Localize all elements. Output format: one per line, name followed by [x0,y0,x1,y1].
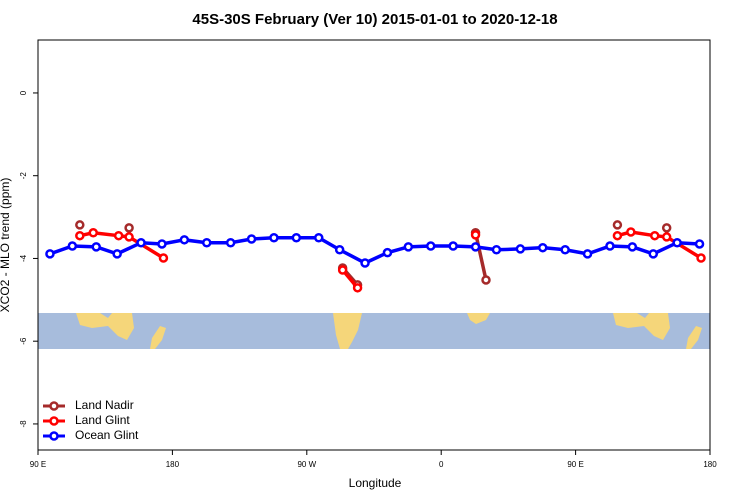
point-marker [45,249,55,259]
point-marker [124,232,134,242]
point-marker [626,227,636,237]
point-marker [491,245,502,255]
point-marker [136,237,146,248]
point-marker [560,245,570,255]
x-tick-label: 90 E [30,460,46,469]
legend-label: Land Nadir [75,398,134,412]
point-marker [515,244,526,254]
point-marker [612,220,623,230]
point-marker [352,283,363,293]
point-marker [201,237,212,248]
point-marker [113,230,124,241]
point-marker [67,241,78,251]
point-marker [582,249,593,259]
x-tick-label: 90 W [297,460,316,469]
point-marker [337,265,348,275]
point-marker [313,233,324,243]
x-tick-label: 90 E [567,460,583,469]
point-marker [470,230,481,240]
point-marker [661,232,672,242]
point-marker [75,220,85,230]
point-marker [112,249,122,259]
plot-frame [37,39,711,451]
point-marker [612,230,623,241]
x-tick-label: 180 [166,460,180,469]
chart-title: 45S-30S February (Ver 10) 2015-01-01 to … [192,11,557,28]
point-marker [334,245,345,255]
point-marker [157,239,167,249]
series-line [49,236,700,265]
point-marker [627,242,638,252]
point-marker [448,241,458,251]
y-axis-label: XCO2 - MLO trend (ppm) [0,178,12,313]
point-marker [537,242,548,253]
x-tick-label: 0 [439,460,444,469]
point-marker [179,235,190,245]
point-marker [158,253,169,263]
point-marker [91,242,101,252]
point-marker [481,275,491,285]
legend-marker [49,401,59,411]
point-marker [605,241,615,251]
y-tick-label: -6 [19,337,28,345]
point-marker [225,237,236,248]
y-tick-label: -2 [19,172,28,180]
point-marker [382,247,393,258]
point-marker [649,230,660,241]
point-marker [403,242,414,252]
point-marker [694,239,705,249]
point-marker [88,228,99,238]
y-tick-label: -4 [19,254,28,262]
x-tick-label: 180 [703,460,717,469]
legend-marker [49,416,59,426]
point-marker [425,241,436,251]
point-marker [360,258,370,268]
point-marker [648,249,659,259]
point-marker [470,242,481,252]
point-marker [696,253,706,263]
point-marker [661,223,672,233]
point-marker [291,233,302,243]
point-marker [672,237,682,248]
legend-label: Land Glint [75,413,130,427]
legend-marker [49,431,59,441]
y-tick-label: -8 [19,420,28,428]
y-tick-label: 0 [19,90,28,95]
legend-label: Ocean Glint [75,428,139,442]
point-marker [246,234,257,244]
x-axis-label: Longitude [349,476,402,490]
map-strip [38,313,710,349]
point-marker [124,223,134,233]
point-marker [75,230,85,241]
point-marker [269,233,279,243]
